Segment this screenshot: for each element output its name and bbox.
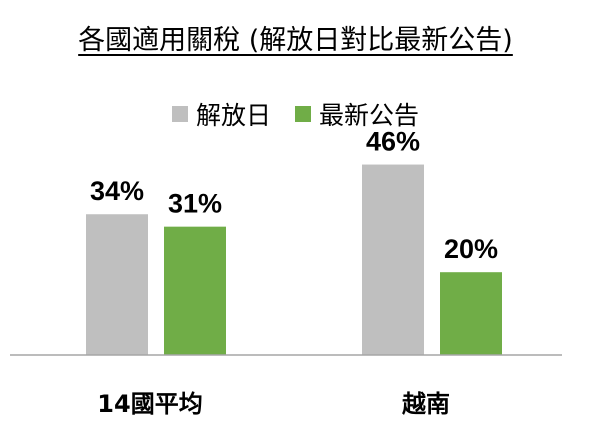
data-label-2-series-1: 46%: [366, 127, 420, 157]
bar-2-series-1: [362, 164, 424, 355]
legend-item-series-1: 解放日: [171, 96, 271, 132]
bar-1-series-2: [164, 226, 226, 355]
legend-swatch-series-2: [295, 106, 311, 122]
legend-label-series-2: 最新公告: [319, 101, 420, 130]
data-label-1-series-2: 31%: [168, 189, 222, 219]
data-label-1-series-1: 34%: [90, 176, 144, 206]
category-label-1: 14國平均: [97, 390, 202, 418]
legend-label-series-1: 解放日: [195, 101, 271, 130]
chart-title: 各國適用關稅 (解放日對比最新公告): [78, 25, 513, 56]
category-label-2: 越南: [402, 390, 450, 418]
bar-1-series-1: [86, 214, 148, 355]
data-label-2-series-2: 20%: [444, 234, 498, 264]
bar-2-series-2: [440, 272, 502, 355]
legend-swatch-series-1: [171, 106, 188, 122]
legend: 解放日 最新公告: [0, 96, 591, 132]
legend-item-series-2: 最新公告: [295, 96, 419, 132]
